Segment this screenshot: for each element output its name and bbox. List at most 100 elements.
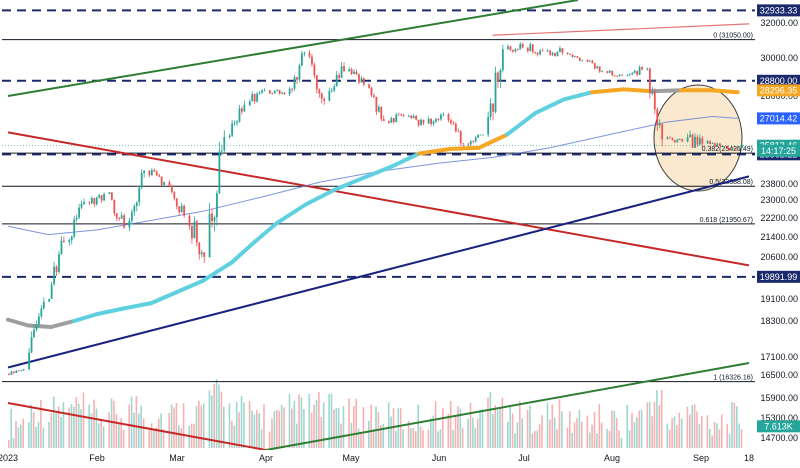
volume-bar: [618, 430, 620, 448]
volume-bar: [487, 397, 489, 448]
volume-layer: [8, 379, 743, 448]
candle-body: [731, 147, 734, 150]
volume-bar: [120, 418, 122, 448]
volume-bar: [600, 422, 603, 448]
y-tick-label: 14700.00: [760, 433, 798, 443]
candle-body: [193, 221, 196, 239]
fast-moving-average-segment: [120, 301, 154, 311]
candle-body: [173, 192, 176, 199]
volume-bar: [93, 399, 95, 448]
candle-body: [55, 266, 58, 273]
volume-bar: [40, 399, 42, 448]
candle-body: [618, 74, 621, 77]
candle-body: [733, 147, 736, 149]
candle-body: [130, 211, 133, 221]
candle-body: [549, 50, 552, 55]
candle-body: [60, 240, 63, 255]
candle-body: [276, 90, 279, 92]
volume-bar: [728, 434, 731, 448]
candle-body: [180, 205, 183, 213]
candle-body: [253, 94, 256, 102]
candle-body: [691, 134, 694, 148]
volume-bar: [731, 402, 733, 448]
candle-body: [494, 72, 497, 112]
volume-bar: [711, 435, 713, 448]
volume-bar: [328, 394, 330, 448]
candle-body: [123, 215, 126, 228]
candle-body: [388, 121, 390, 123]
volume-bar: [656, 390, 658, 448]
candle-body: [492, 103, 494, 112]
candle-body: [370, 87, 373, 96]
candle-body: [649, 68, 651, 94]
fast-moving-average-segment: [6, 317, 31, 328]
candle-body: [140, 172, 143, 188]
candle-body: [368, 84, 370, 88]
x-tick-label: Mar: [169, 453, 185, 463]
volume-bar: [17, 427, 20, 448]
candle-body: [20, 370, 23, 371]
price-tag-label: 28296.35: [760, 85, 798, 95]
candle-body: [531, 44, 534, 52]
volume-bar: [633, 422, 636, 448]
volume-bar: [449, 401, 452, 448]
candle-body: [452, 123, 455, 125]
volume-bar: [368, 421, 370, 448]
volume-bar: [310, 412, 313, 448]
volume-bar: [636, 417, 638, 448]
volume-bar: [479, 409, 481, 448]
volume-bar: [100, 418, 102, 448]
candle-body: [686, 136, 689, 142]
candle-body: [569, 54, 571, 55]
volume-bar: [208, 390, 211, 448]
volume-bar: [638, 410, 640, 448]
time-axis-background: [0, 450, 800, 468]
candle-body: [479, 134, 482, 136]
y-tick-label: 16500.00: [760, 370, 798, 380]
candle-body: [261, 90, 263, 93]
candle-body: [430, 118, 432, 124]
x-tick-label: May: [342, 453, 360, 463]
volume-bar: [298, 394, 300, 448]
volume-bar: [360, 432, 362, 448]
volume-bar: [90, 413, 93, 448]
fast-moving-average-segment: [72, 312, 99, 323]
volume-bar: [417, 404, 419, 448]
candle-body: [88, 202, 91, 204]
candle-body: [718, 143, 721, 147]
candle-body: [223, 136, 226, 151]
candle-body: [432, 121, 435, 124]
y-tick-label: 23000.00: [760, 195, 798, 205]
volume-bar: [20, 424, 22, 448]
volume-bar: [330, 393, 333, 448]
y-tick-label: 21400.00: [760, 232, 798, 242]
candle-body: [350, 69, 353, 74]
candle-body: [698, 137, 701, 145]
candle-body: [671, 138, 674, 141]
volume-bar: [60, 417, 62, 448]
price-tag-label: 14:17:25: [761, 146, 796, 156]
candle-body: [200, 252, 203, 255]
volume-bar: [283, 407, 285, 448]
volume-bar: [235, 402, 238, 448]
volume-bar: [693, 404, 696, 448]
volume-bar: [118, 424, 120, 448]
candle-body: [258, 92, 261, 94]
level-price-tag: [757, 270, 800, 283]
candle-body: [113, 199, 116, 214]
candle-body: [278, 90, 281, 94]
candle-body: [601, 71, 604, 73]
candle-body: [578, 57, 581, 61]
volume-bar: [213, 383, 215, 448]
candle-body: [676, 139, 679, 143]
volume-bar: [320, 417, 323, 448]
candle-body: [666, 137, 669, 140]
volume-bar: [243, 402, 245, 448]
candle-body: [93, 197, 96, 205]
volume-bar: [202, 403, 205, 448]
candle-body: [477, 134, 480, 138]
fast-moving-average-segment: [561, 90, 595, 102]
candle-body: [589, 60, 591, 62]
volume-bar: [509, 406, 511, 448]
